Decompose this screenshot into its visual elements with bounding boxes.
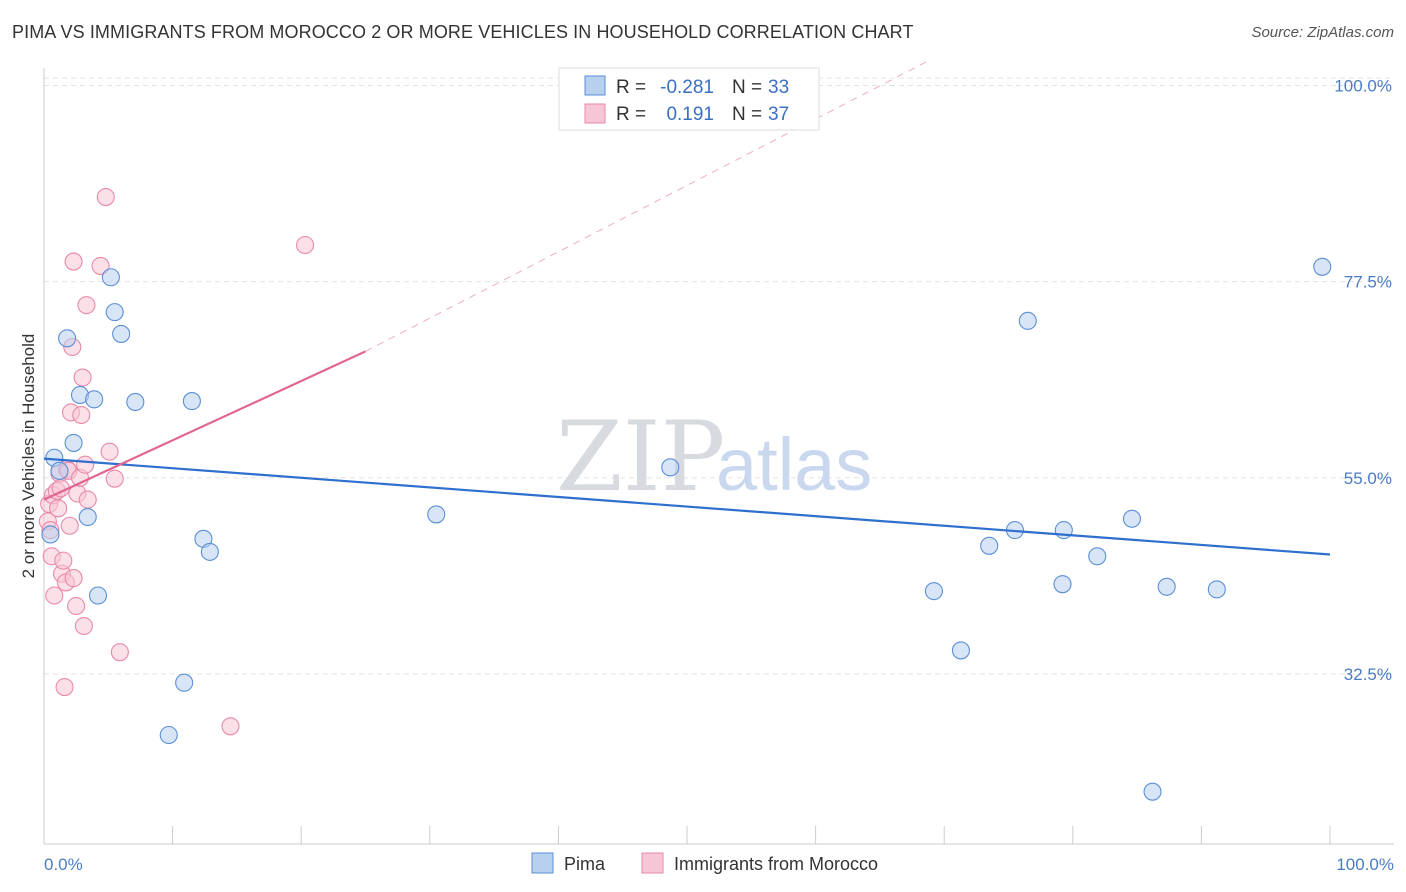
series-legend: Pima Immigrants from Morocco bbox=[531, 852, 878, 874]
trend-line-0 bbox=[43, 457, 1331, 556]
point-0-12 bbox=[126, 392, 145, 411]
source-credit: Source: ZipAtlas.com bbox=[1251, 24, 1394, 41]
legend-n-value-morocco: 37 bbox=[768, 104, 789, 125]
point-0-27 bbox=[1088, 547, 1107, 566]
bottom-legend-swatch-morocco bbox=[641, 852, 664, 874]
point-0-6 bbox=[78, 507, 97, 527]
legend-r-value-pima: -0.281 bbox=[660, 77, 714, 98]
point-0-29 bbox=[1143, 782, 1162, 801]
point-1-26 bbox=[76, 455, 95, 474]
point-0-31 bbox=[1207, 580, 1226, 599]
watermark-zip: ZIP bbox=[556, 401, 725, 513]
point-0-20 bbox=[924, 582, 943, 601]
point-0-22 bbox=[980, 536, 999, 555]
point-0-10 bbox=[105, 303, 124, 322]
point-0-28 bbox=[1122, 509, 1142, 528]
gridlines bbox=[44, 77, 1394, 675]
x-tick-label-right: 100.0% bbox=[1336, 855, 1394, 874]
legend-swatch-pima bbox=[584, 75, 606, 96]
point-1-19 bbox=[64, 569, 83, 588]
point-1-30 bbox=[96, 187, 115, 207]
point-1-34 bbox=[221, 717, 240, 736]
x-ticks bbox=[172, 826, 1331, 844]
point-0-11 bbox=[112, 324, 131, 343]
point-1-5 bbox=[45, 586, 64, 605]
point-0-19 bbox=[661, 458, 680, 477]
y-tick-label-2: 55.0% bbox=[1344, 469, 1392, 488]
trend-line-1 bbox=[43, 350, 366, 501]
point-1-24 bbox=[73, 368, 92, 387]
point-1-29 bbox=[91, 256, 110, 275]
point-0-2 bbox=[50, 461, 69, 480]
bottom-legend-swatch-pima bbox=[531, 852, 554, 874]
point-0-15 bbox=[182, 392, 201, 411]
legend-r-label-pima: R = bbox=[616, 77, 646, 98]
point-1-18 bbox=[64, 252, 83, 271]
legend-n-value-pima: 33 bbox=[768, 77, 789, 98]
legend-r-label-morocco: R = bbox=[616, 104, 646, 125]
legend-n-label-morocco: N = bbox=[732, 104, 762, 125]
point-0-0 bbox=[41, 525, 60, 544]
point-1-35 bbox=[296, 235, 315, 255]
data-points bbox=[38, 187, 1332, 801]
trend-lines bbox=[365, 58, 932, 352]
trend-extension-1 bbox=[365, 58, 932, 352]
watermark-atlas: atlas bbox=[716, 423, 872, 506]
y-tick-labels: 100.0% 77.5% 55.0% 32.5% bbox=[1334, 76, 1392, 684]
y-axis-label: 2 or more Vehicles in Household bbox=[19, 334, 38, 579]
x-tick-label-left: 0.0% bbox=[44, 855, 83, 874]
y-tick-label-0: 100.0% bbox=[1334, 76, 1392, 95]
bottom-legend-label-morocco: Immigrants from Morocco bbox=[674, 854, 878, 874]
point-1-33 bbox=[110, 643, 129, 662]
point-1-20 bbox=[67, 596, 86, 616]
point-0-4 bbox=[64, 433, 83, 452]
y-tick-label-3: 32.5% bbox=[1344, 665, 1392, 684]
point-0-7 bbox=[85, 390, 104, 409]
point-0-8 bbox=[88, 586, 108, 605]
bottom-legend-label-pima: Pima bbox=[564, 854, 606, 874]
point-0-30 bbox=[1157, 577, 1176, 596]
axes bbox=[43, 68, 1394, 845]
point-1-23 bbox=[72, 405, 91, 425]
legend-n-label-pima: N = bbox=[732, 77, 762, 98]
point-1-27 bbox=[77, 296, 96, 315]
point-1-31 bbox=[100, 442, 119, 461]
point-0-3 bbox=[58, 329, 77, 348]
point-0-13 bbox=[159, 725, 178, 745]
point-1-7 bbox=[49, 499, 68, 518]
point-0-21 bbox=[951, 641, 970, 660]
point-0-17 bbox=[200, 542, 219, 561]
point-0-9 bbox=[101, 268, 120, 287]
point-1-28 bbox=[78, 490, 97, 509]
point-0-25 bbox=[1053, 575, 1072, 594]
y-tick-label-1: 77.5% bbox=[1344, 273, 1392, 292]
point-0-24 bbox=[1018, 311, 1037, 330]
legend-swatch-morocco bbox=[584, 103, 606, 124]
watermark: ZIP atlas bbox=[556, 401, 872, 513]
point-0-14 bbox=[175, 673, 194, 692]
chart-title: PIMA VS IMMIGRANTS FROM MOROCCO 2 OR MOR… bbox=[12, 22, 914, 42]
point-1-11 bbox=[55, 678, 74, 697]
point-0-18 bbox=[427, 505, 446, 524]
point-1-36 bbox=[54, 551, 73, 570]
legend-r-value-morocco: 0.191 bbox=[666, 104, 714, 125]
point-1-32 bbox=[105, 469, 124, 488]
point-0-32 bbox=[1313, 257, 1332, 276]
stats-legend: R = -0.281 N = 33 R = 0.191 N = 37 bbox=[558, 67, 820, 131]
point-1-15 bbox=[60, 516, 79, 535]
point-1-25 bbox=[74, 616, 93, 636]
